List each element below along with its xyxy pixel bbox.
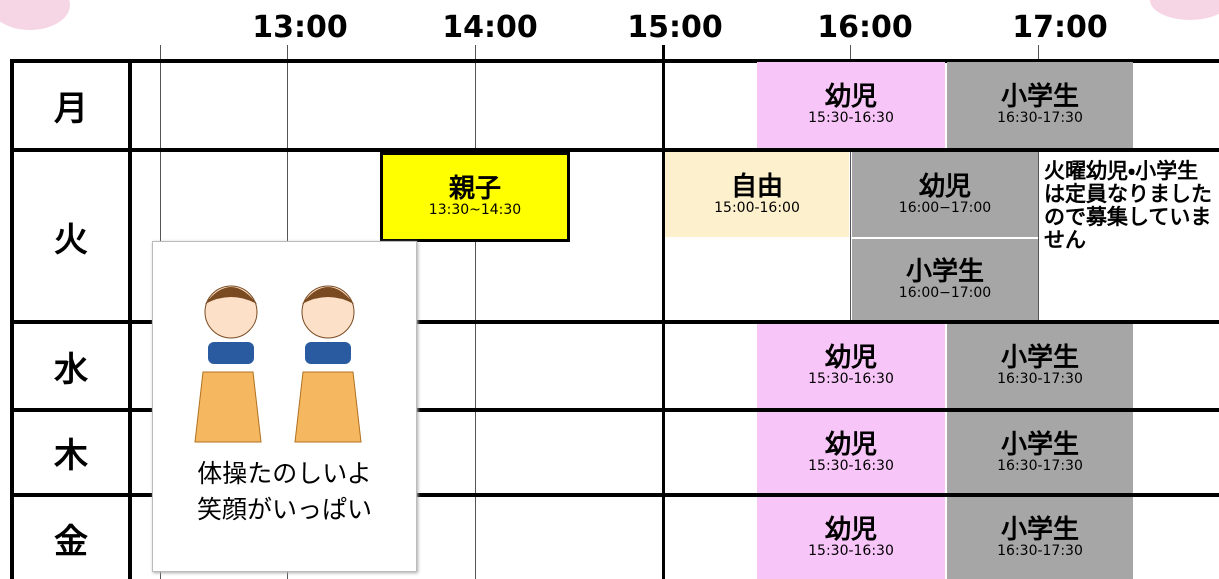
session-title: 小学生 [1000,515,1079,545]
session-time: 16:00−17:00 [898,199,992,216]
session-title: 幼児 [824,82,877,112]
session: 幼児 15:30-16:30 [757,62,945,148]
session-title: 小学生 [1000,82,1079,112]
row-line [10,493,1219,497]
blossom [0,0,70,30]
day-label: 木 [54,436,88,476]
time-label: 16:00 [817,10,913,45]
session-title: 小学生 [1000,429,1079,460]
session-time: 15:30-16:30 [808,457,894,474]
day-label: 水 [54,349,88,390]
session-title: 小学生 [1000,343,1079,373]
session: 親子 13:30~14:30 [380,152,570,242]
session-time: 15:30-16:30 [808,110,894,127]
session-time: 16:00−17:00 [898,284,992,301]
session-time: 15:30-16:30 [808,371,894,388]
session-title: 親子 [448,174,501,204]
session: 幼児 16:00−17:00 [852,152,1038,237]
session: 幼児 15:30-16:30 [757,412,945,493]
session-time: 16:30-17:30 [997,543,1083,560]
row-line [10,148,1219,152]
card-line: 笑顔がいっぱい [196,495,372,525]
grid-line [475,45,476,579]
border [128,60,132,579]
day-label: 月 [54,89,88,129]
session-time: 16:30-17:30 [997,110,1083,127]
session-title: 幼児 [918,171,971,202]
row-line [10,59,1219,63]
session-title: 幼児 [824,343,877,373]
blossom [1150,0,1219,20]
session-title: 幼児 [824,429,877,460]
card-line: 体操たのしいよ [197,459,372,488]
grid-line [1038,45,1039,579]
session-time: 16:30-17:30 [997,371,1083,388]
time-label: 14:00 [442,10,538,45]
grid-line [662,45,665,579]
card-text: 体操たのしいよ 笑顔がいっぱい [153,456,416,529]
session: 小学生 16:30-17:30 [947,324,1133,408]
session: 幼児 15:30-16:30 [757,324,945,408]
session-time: 15:00-16:00 [714,199,800,216]
session-time: 15:30-16:30 [808,543,894,560]
note: 火曜幼児・小学生は定員なりましたので募集していません [1044,159,1212,253]
session: 小学生 16:30-17:30 [947,62,1133,148]
grid-line [850,45,851,579]
session: 小学生 16:00−17:00 [852,239,1038,320]
session: 幼児 15:30-16:30 [757,497,945,579]
session-time: 13:30~14:30 [428,202,522,219]
session-title: 幼児 [824,515,877,545]
illustration-card: 体操たのしいよ 笑顔がいっぱい [152,241,417,572]
time-label: 15:00 [627,10,723,45]
session: 小学生 16:30-17:30 [947,412,1133,493]
row-line [10,320,1219,324]
border [10,60,14,579]
session: 自由 15:00-16:00 [665,152,849,237]
illustration [194,285,362,443]
session-time: 16:30-17:30 [997,457,1083,474]
row-line [10,408,1219,412]
day-label: 金 [54,521,88,562]
day-label: 火 [54,219,88,260]
time-label: 17:00 [1012,10,1108,45]
session-title: 小学生 [905,256,984,287]
time-label: 13:00 [252,10,348,45]
session-title: 自由 [730,171,783,202]
session: 小学生 16:30-17:30 [947,497,1133,579]
